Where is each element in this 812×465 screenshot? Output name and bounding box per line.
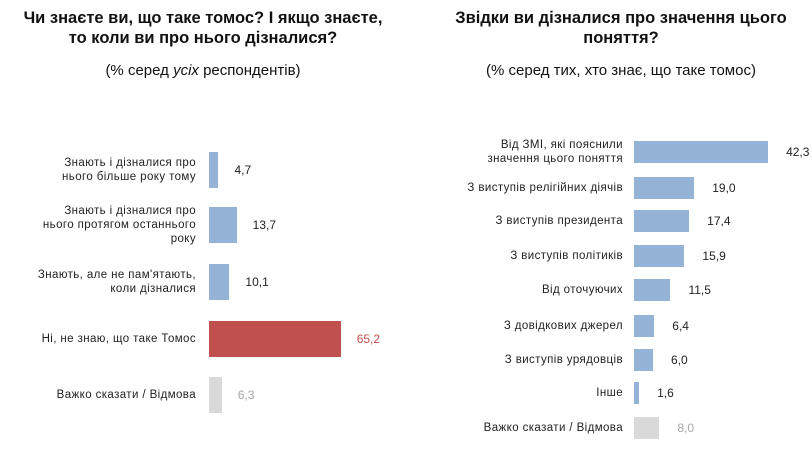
- label-line: З виступів релігійних діячів: [467, 182, 623, 194]
- bar: [209, 377, 222, 413]
- value-label: 19,0: [712, 181, 736, 195]
- category-label: З довідкових джерел: [423, 319, 623, 333]
- label-line: значення цього поняття: [487, 153, 623, 165]
- category-label: Від оточуючих: [423, 283, 623, 297]
- value-label: 6,4: [672, 319, 689, 333]
- value-label: 42,3: [786, 145, 810, 159]
- bar: [634, 141, 769, 163]
- title-line: Чи знаєте ви, що таке томос? І якщо знає…: [23, 9, 383, 27]
- bar: [634, 210, 690, 232]
- value-label: 13,7: [252, 218, 277, 232]
- title-line: поняття?: [583, 29, 659, 47]
- value-label: 65,2: [356, 332, 381, 346]
- bar: [209, 207, 237, 243]
- label-line: Від оточуючих: [541, 284, 623, 296]
- chart-title: Чи знаєте ви, що таке томос? І якщо знає…: [0, 8, 406, 48]
- category-label: З виступів президента: [423, 214, 623, 228]
- bar: [634, 315, 655, 337]
- label-line: З виступів урядовців: [504, 354, 623, 366]
- subtitle-emphasis: усіх: [173, 62, 199, 79]
- label-line: коли дізналися: [110, 283, 196, 295]
- category-label: З виступів урядовців: [423, 353, 623, 367]
- label-line: Важко сказати / Відмова: [483, 422, 623, 434]
- category-label: З виступів політиків: [423, 249, 623, 263]
- category-label: Важко сказати / Відмова: [423, 421, 623, 435]
- title-line: Звідки ви дізналися про значення цього: [455, 9, 787, 27]
- value-label: 17,4: [707, 214, 731, 228]
- label-line: Важко сказати / Відмова: [56, 389, 196, 401]
- bar: [634, 177, 695, 199]
- category-label: Ні, не знаю, що таке Томос: [0, 332, 196, 346]
- subtitle-text: респондентів): [198, 62, 301, 79]
- bar: [634, 279, 671, 301]
- bar: [634, 245, 685, 267]
- value-label: 10,1: [245, 275, 269, 289]
- label-line: Знають і дізналися про: [64, 205, 196, 217]
- category-label: Знають, але не пам'ятають, коли дізналися: [0, 268, 196, 296]
- value-label: 1,6: [657, 386, 674, 400]
- value-label: 4,7: [234, 163, 252, 177]
- value-label: 8,0: [677, 421, 695, 435]
- value-label: 6,0: [671, 353, 688, 367]
- category-label: Знають і дізналися про нього більше року …: [0, 156, 196, 184]
- category-label: Від ЗМІ, які пояснили значення цього поня…: [423, 138, 623, 166]
- label-line: Ні, не знаю, що таке Томос: [41, 333, 196, 345]
- bar: [209, 152, 219, 188]
- label-line: З виступів президента: [495, 215, 623, 227]
- label-line: Від ЗМІ, які пояснили: [500, 139, 623, 151]
- bar: [209, 321, 341, 357]
- category-label: З виступів релігійних діячів: [423, 181, 623, 195]
- category-label: Інше: [423, 386, 623, 400]
- title-line: то коли ви про нього дізналися?: [68, 29, 338, 47]
- chart-subtitle: (% серед тих, хто знає, що таке томос): [486, 62, 756, 79]
- label-line: Знають і дізналися про: [64, 157, 196, 169]
- label-line: року: [170, 233, 196, 245]
- label-line: З виступів політиків: [510, 250, 623, 262]
- label-line: З довідкових джерел: [503, 320, 623, 332]
- value-label: 15,9: [702, 249, 726, 263]
- category-label: Знають і дізналися про нього протягом ост…: [0, 204, 196, 246]
- bar: [634, 417, 660, 439]
- value-label: 6,3: [237, 388, 255, 402]
- chart-title: Звідки ви дізналися про значення цього п…: [430, 8, 812, 48]
- subtitle-text: (% серед: [105, 62, 174, 79]
- category-label: Важко сказати / Відмова: [0, 388, 196, 402]
- label-line: нього більше року тому: [62, 171, 196, 183]
- label-line: Інше: [596, 387, 623, 399]
- label-line: Знають, але не пам'ятають,: [37, 269, 196, 281]
- value-label: 11,5: [688, 283, 711, 297]
- bar: [209, 264, 230, 300]
- chart-subtitle: (% серед усіх респондентів): [0, 62, 406, 79]
- bar: [634, 382, 640, 404]
- bar: [634, 349, 654, 371]
- label-line: нього протягом останнього: [42, 219, 196, 231]
